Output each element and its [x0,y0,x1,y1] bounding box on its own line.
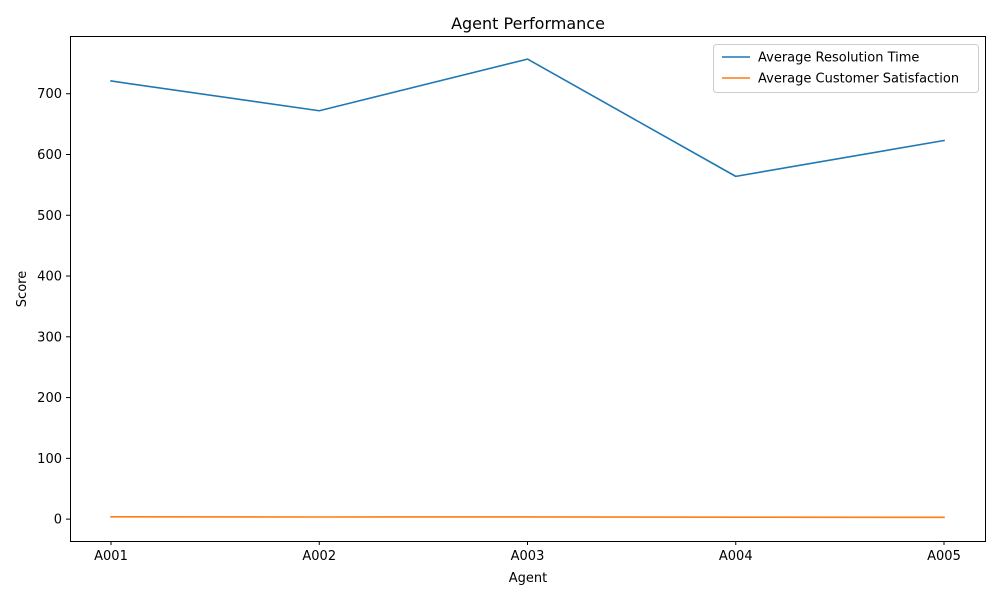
chart-title: Agent Performance [451,14,605,33]
y-tick-label: 200 [37,391,62,406]
x-axis-ticks: A001 A002 A003 A004 A005 [94,541,961,564]
y-tick-label: 500 [37,209,62,224]
legend-box [713,44,979,93]
series-line-0 [110,58,945,178]
legend-label: Average Resolution Time [758,51,919,66]
plot-frame [70,36,986,542]
x-tick-label: A004 [719,549,753,564]
y-axis-label: Score [15,271,30,307]
x-axis-label: Agent [509,571,547,586]
legend: Average Resolution Time Average Customer … [713,44,979,93]
y-tick-label: 0 [54,513,62,528]
x-tick-label: A003 [511,549,545,564]
y-tick-label: 700 [37,87,62,102]
y-axis-ticks: 0 100 200 300 400 500 600 700 [37,87,70,528]
y-tick-label: 300 [37,330,62,345]
series-lines [110,58,945,519]
x-tick-label: A001 [94,549,128,564]
x-tick-label: A002 [302,549,336,564]
y-tick-label: 600 [37,148,62,163]
series-line-1 [110,516,945,519]
y-tick-label: 100 [37,452,62,467]
y-tick-label: 400 [37,270,62,285]
x-tick-label: A005 [927,549,961,564]
legend-label: Average Customer Satisfaction [758,72,959,87]
